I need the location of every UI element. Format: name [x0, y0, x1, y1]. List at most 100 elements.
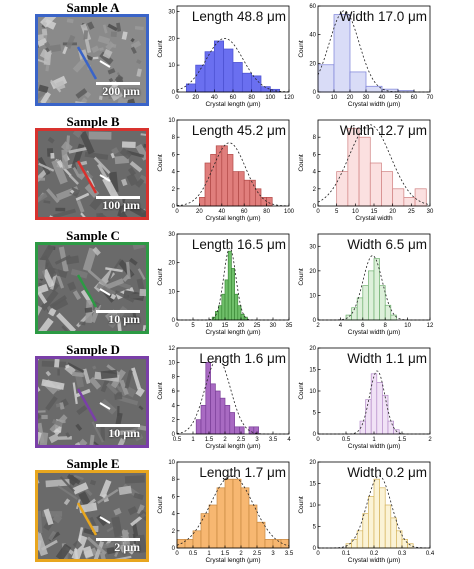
- x-tick-label: 80: [263, 209, 270, 215]
- x-tick-label: 1.5: [205, 437, 214, 443]
- histogram-bar: [251, 75, 262, 93]
- plot-frame: [176, 119, 290, 207]
- histogram-bar: [192, 530, 202, 549]
- histogram-bar: [216, 487, 226, 549]
- y-tick-label: 6: [172, 152, 176, 158]
- y-tick-label: 20: [168, 261, 175, 267]
- annotation-width: Width 1.1 μm: [347, 351, 427, 366]
- x-tick-label: 12: [427, 323, 434, 329]
- y-tick-label: 6: [313, 152, 317, 158]
- scale-bar: [96, 310, 140, 313]
- y-tick-label: 4: [172, 403, 176, 409]
- y-tick-label: 5: [313, 411, 317, 417]
- y-tick-label: 8: [172, 477, 176, 483]
- histogram-bar: [255, 188, 262, 207]
- histogram-bar: [227, 154, 234, 207]
- y-tick-label: 30: [168, 232, 175, 238]
- histogram-bar: [184, 539, 194, 549]
- sample-title: Sample C: [66, 228, 120, 243]
- histogram-bar: [241, 72, 253, 93]
- x-tick-label: 2: [316, 323, 320, 329]
- histogram-bar: [223, 48, 234, 93]
- x-tick-label: 20: [238, 323, 245, 329]
- x-tick-label: 0: [175, 551, 179, 557]
- histogram-bar: [317, 64, 335, 93]
- micrograph: 100 μm: [35, 128, 149, 220]
- sample-title: Sample B: [66, 114, 120, 129]
- x-tick-label: 80: [248, 95, 255, 101]
- histogram-length: 0.5 1 1.5 2 2.5 3 3.5 4 0 2 4 6 8 10 12 Crystal length …: [157, 346, 291, 450]
- x-axis-label: Crystal width (μm): [348, 101, 401, 108]
- histogram-bar: [200, 513, 210, 549]
- y-tick-label: 6: [172, 494, 176, 500]
- width-marker: [99, 174, 111, 182]
- y-tick-label: 10: [309, 389, 316, 395]
- y-tick-label: 2: [313, 187, 317, 193]
- sample-title: Sample D: [66, 342, 120, 357]
- histogram-width: 2 4 6 8 10 12 0 10 20 30 Crystal width (μm) Count Wi…: [298, 233, 434, 336]
- y-tick-label: 60: [309, 4, 316, 10]
- scale-bar: [96, 82, 140, 85]
- y-tick-label: 10: [168, 289, 175, 295]
- x-axis-label: Crystal width (μm): [348, 443, 401, 450]
- length-marker: [76, 502, 98, 536]
- histogram-bar: [232, 478, 242, 549]
- y-tick-label: 10: [168, 360, 175, 366]
- x-tick-label: 40: [218, 209, 225, 215]
- sample-title: Sample E: [66, 456, 120, 471]
- histogram-bar: [381, 171, 394, 207]
- x-tick-label: 0: [316, 95, 320, 101]
- width-marker: [99, 402, 111, 410]
- y-axis-label: Count: [157, 268, 164, 286]
- x-tick-label: 120: [284, 95, 295, 101]
- x-tick-label: 2: [428, 437, 432, 443]
- x-tick-label: 15: [371, 209, 378, 215]
- y-tick-label: 30: [168, 9, 175, 15]
- histogram-bar: [210, 383, 216, 435]
- histogram-bar: [234, 293, 239, 321]
- width-marker: [99, 288, 111, 296]
- micrograph: 10 μm: [35, 242, 149, 334]
- x-tick-label: 0.5: [342, 437, 351, 443]
- x-tick-label: 1: [372, 437, 376, 443]
- annotation-width: Width 0.2 μm: [347, 465, 427, 480]
- x-tick-label: 20: [389, 209, 396, 215]
- scale-bar: [96, 538, 140, 541]
- histogram-bar: [215, 311, 219, 321]
- x-tick-label: 1: [207, 551, 211, 557]
- histogram-length: 0 5 10 15 20 25 30 35 0 10 20 30 Crystal length (μm)…: [157, 232, 293, 336]
- histogram-bar: [218, 305, 223, 321]
- micrograph-texture: [38, 131, 146, 217]
- histogram-bar: [384, 504, 392, 549]
- x-tick-label: 25: [408, 209, 415, 215]
- scale-label: 200 μm: [102, 84, 140, 98]
- x-tick-label: 50: [395, 95, 402, 101]
- histogram-bar: [232, 62, 243, 93]
- histogram-bar: [232, 171, 239, 207]
- x-tick-label: 10: [331, 95, 338, 101]
- x-tick-label: 0.5: [189, 551, 198, 557]
- x-tick-label: 40: [379, 95, 386, 101]
- y-tick-label: 0: [313, 90, 317, 96]
- y-axis-label: Count: [157, 496, 164, 514]
- x-tick-label: 3: [255, 437, 259, 443]
- x-tick-label: 60: [411, 95, 418, 101]
- y-tick-label: 2: [172, 529, 176, 535]
- x-tick-label: 60: [230, 95, 237, 101]
- histogram-bar: [390, 517, 397, 549]
- x-tick-label: 100: [265, 95, 276, 101]
- histogram-bar: [210, 154, 217, 207]
- x-axis-label: Crystal length (μm): [205, 329, 260, 336]
- histogram-bar: [240, 487, 250, 549]
- histogram-bar: [234, 426, 240, 435]
- scale-label: 100 μm: [102, 198, 140, 212]
- histogram-bar: [336, 171, 349, 207]
- micrograph-texture: [38, 17, 146, 103]
- y-tick-label: 0: [313, 318, 317, 324]
- histogram-length: 0 20 40 60 80 100 120 0 10 20 30 Crystal length (μm…: [157, 5, 295, 108]
- x-tick-label: 30: [363, 95, 370, 101]
- histogram-bar: [215, 145, 223, 207]
- y-tick-label: 15: [309, 368, 316, 374]
- y-tick-label: 30: [309, 244, 316, 250]
- x-tick-label: 5: [191, 323, 195, 329]
